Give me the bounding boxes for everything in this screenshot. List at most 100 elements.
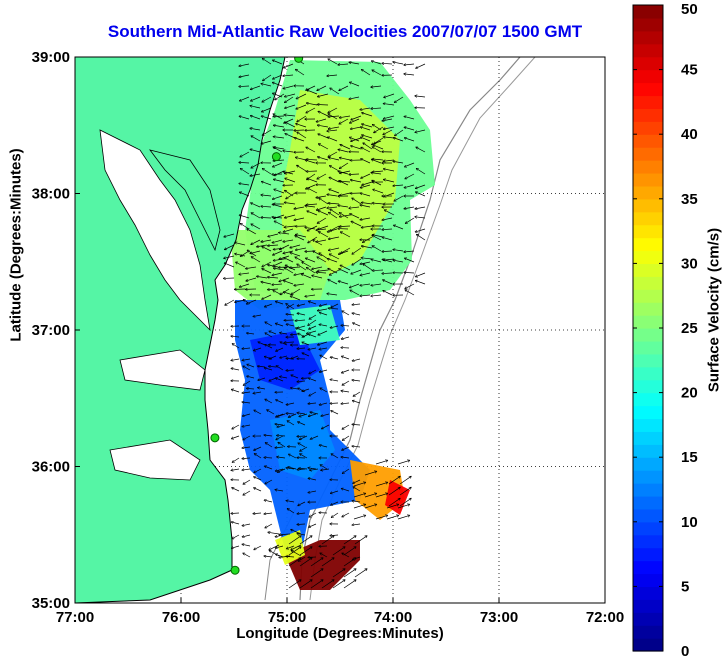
velocity-arrow: [329, 236, 340, 239]
velocity-arrow: [384, 115, 395, 119]
colorbar-band: [633, 198, 663, 213]
velocity-arrow: [342, 380, 350, 385]
pamlico-sound: [109, 439, 201, 481]
velocity-arrow: [258, 366, 266, 367]
velocity-arrow: [338, 205, 349, 208]
velocity-arrow: [257, 244, 268, 247]
velocity-arrow: [317, 125, 329, 128]
velocity-arrow: [384, 93, 395, 97]
velocity-arrow: [339, 181, 351, 182]
velocity-arrow: [350, 283, 360, 288]
velocity-arrow: [339, 214, 351, 217]
velocity-arrow: [290, 267, 301, 268]
velocity-arrow: [319, 402, 328, 405]
velocity-arrow: [298, 422, 306, 426]
velocity-arrow: [349, 207, 360, 208]
colorbar-band: [633, 302, 663, 316]
velocity-arrow: [285, 178, 296, 183]
velocity-arrow: [298, 501, 306, 505]
velocity-arrow: [397, 504, 409, 509]
velocity-arrow: [251, 213, 261, 219]
velocity-arrow: [276, 366, 284, 371]
velocity-arrow: [232, 457, 240, 462]
velocity-arrow: [242, 458, 251, 459]
velocity-arrow: [393, 62, 404, 65]
velocity-arrow: [327, 207, 338, 208]
velocity-arrow: [353, 515, 365, 520]
velocity-arrow: [296, 247, 307, 250]
velocity-arrow: [316, 118, 327, 122]
velocity-arrow: [291, 551, 302, 557]
velocity-arrow: [338, 150, 349, 153]
velocity-arrow: [321, 580, 334, 589]
colorbar-band: [633, 586, 663, 600]
velocity-arrow: [291, 334, 299, 335]
velocity-arrow: [302, 388, 310, 391]
velocity-arrow: [297, 513, 306, 514]
velocity-arrow: [254, 347, 262, 351]
velocity-arrow: [269, 544, 280, 550]
velocity-arrow: [309, 301, 317, 305]
velocity-arrow: [399, 487, 411, 496]
velocity-arrow: [291, 544, 302, 550]
velocity-arrow: [269, 366, 277, 367]
colorbar-band: [633, 185, 663, 200]
velocity-arrow: [272, 239, 283, 243]
velocity-arrow: [353, 493, 365, 498]
velocity-arrow: [243, 490, 251, 495]
velocity-arrow: [341, 457, 350, 458]
velocity-arrow: [243, 553, 251, 558]
velocity-arrow: [279, 277, 290, 281]
velocity-arrow: [305, 227, 316, 230]
velocity-arrow: [296, 93, 307, 99]
velocity-arrow: [273, 60, 283, 65]
velocity-arrow: [415, 206, 426, 209]
velocity-arrow: [382, 217, 393, 220]
velocity-arrow: [371, 86, 382, 87]
velocity-arrow: [352, 446, 361, 447]
velocity-arrow: [320, 553, 328, 558]
velocity-arrow: [242, 402, 251, 403]
velocity-arrow: [261, 239, 272, 242]
velocity-arrow: [254, 410, 262, 415]
velocity-arrow: [296, 70, 305, 76]
velocity-arrow: [261, 140, 272, 144]
velocity-arrow: [263, 169, 272, 175]
velocity-arrow: [267, 410, 275, 415]
colorbar-tick-label: 20: [681, 385, 698, 402]
velocity-arrow: [331, 411, 339, 415]
velocity-arrow: [277, 413, 286, 417]
velocity-arrow: [275, 93, 285, 100]
velocity-arrow: [394, 138, 404, 142]
velocity-arrow: [329, 189, 340, 194]
colorbar-band: [633, 237, 663, 252]
velocity-arrow: [342, 512, 350, 517]
velocity-arrow: [318, 211, 329, 216]
velocity-arrow: [239, 272, 250, 274]
velocity-arrow: [232, 534, 240, 539]
velocity-arrow: [372, 270, 384, 271]
velocity-arrow: [317, 104, 329, 105]
map-title: Southern Mid-Atlantic Raw Velocities 200…: [107, 22, 583, 41]
axis-ticks: 77:00 76:00 75:00 74:00 73:00 72:00 39:00 38:00…: [32, 49, 625, 626]
velocity-arrow: [361, 137, 371, 142]
velocity-arrow: [262, 96, 272, 102]
velocity-arrow: [268, 289, 279, 290]
velocity-arrow: [361, 147, 371, 153]
velocity-arrow: [331, 490, 339, 493]
velocity-arrow: [295, 138, 305, 142]
velocity-arrow: [280, 377, 288, 379]
velocity-arrow: [353, 479, 361, 483]
colorbar-band: [633, 573, 663, 587]
velocity-arrow: [349, 174, 360, 175]
velocity-arrow: [383, 129, 393, 135]
colorbar-band: [633, 638, 663, 652]
velocity-arrow: [362, 181, 373, 185]
velocity-arrow: [338, 281, 349, 285]
velocity-arrow: [405, 283, 415, 289]
velocity-arrow: [416, 63, 426, 68]
velocity-arrow: [257, 276, 268, 279]
velocity-arrow: [240, 96, 250, 101]
colorbar-band: [633, 547, 663, 562]
velocity-arrow: [239, 183, 250, 186]
